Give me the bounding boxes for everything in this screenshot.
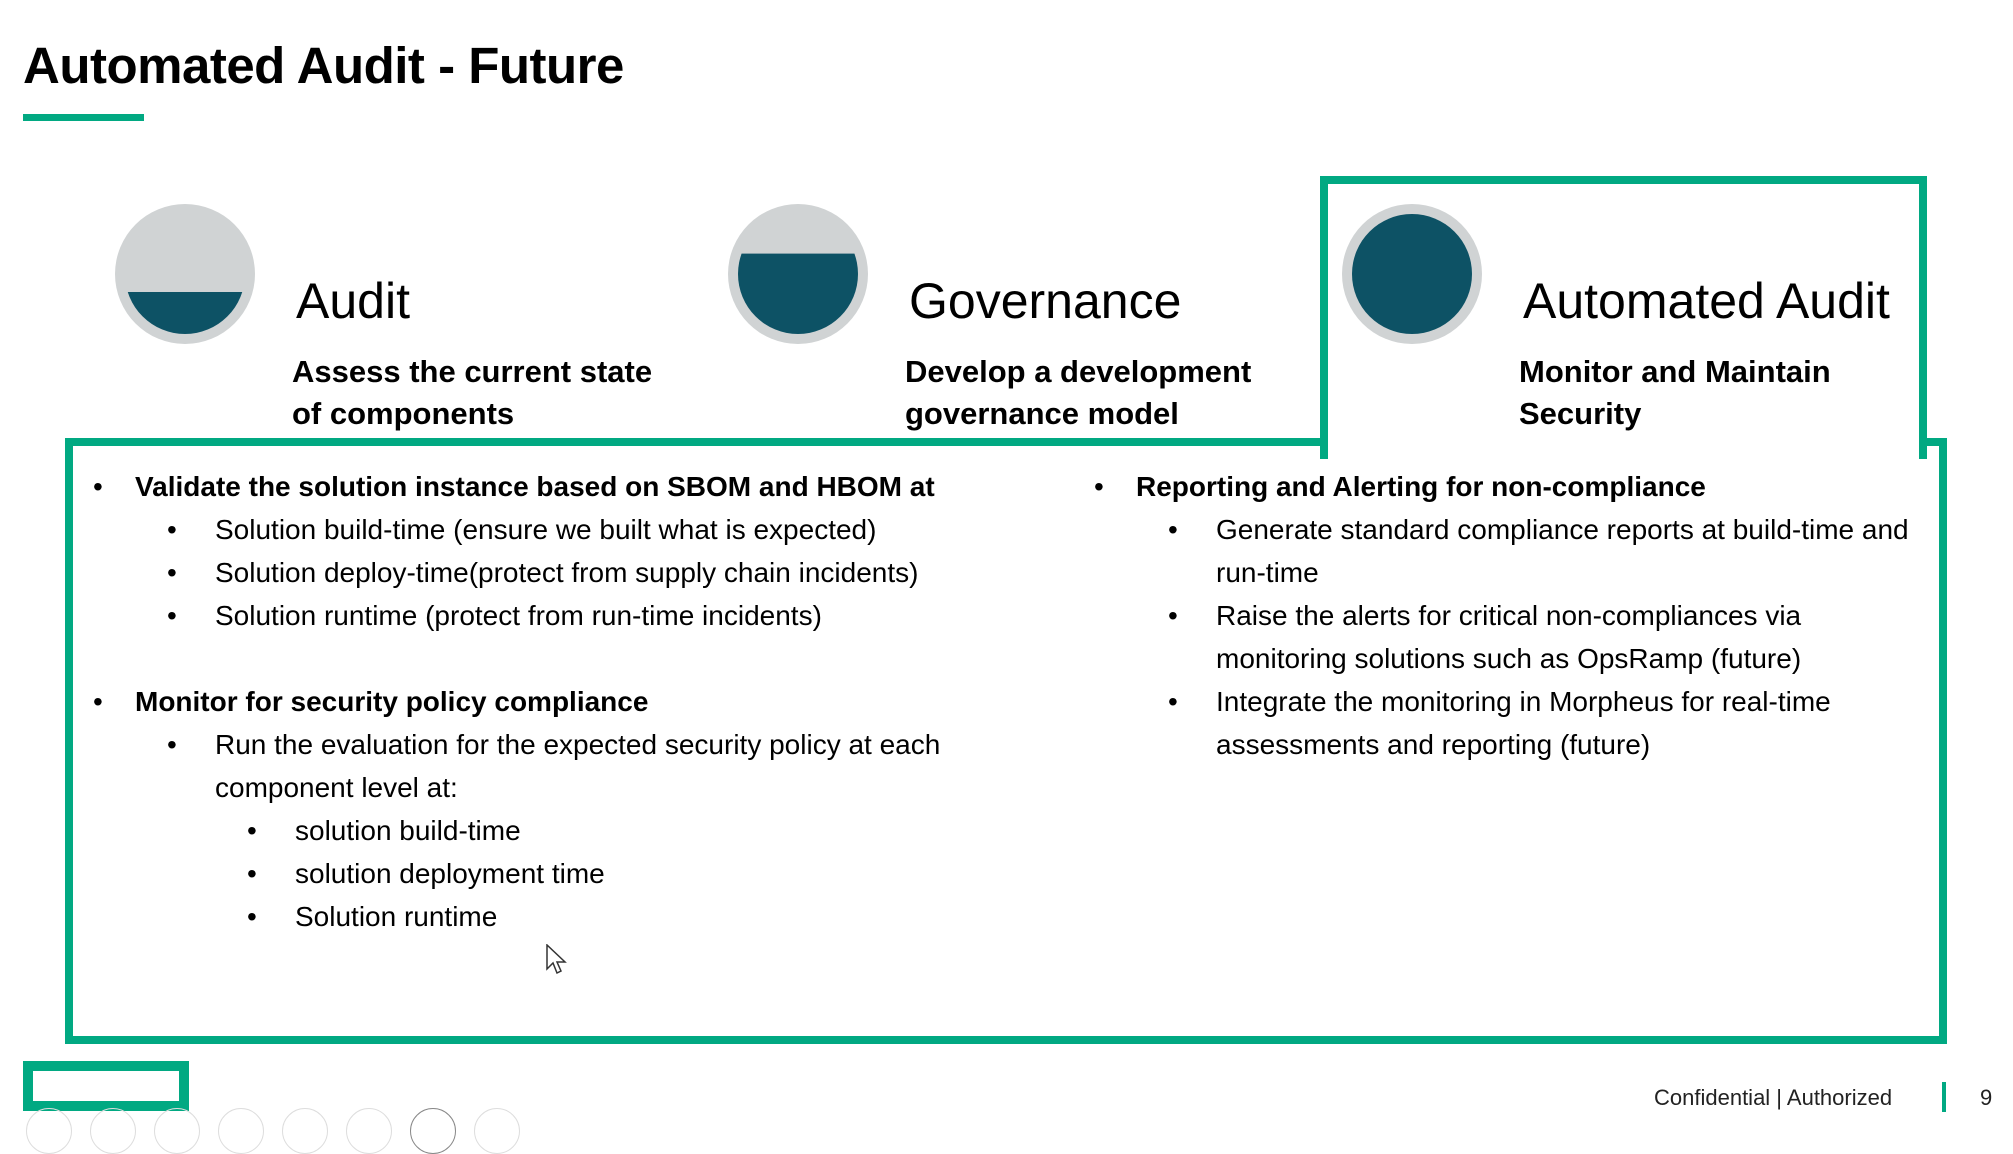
more-options-button[interactable] (410, 1108, 456, 1154)
pillar-subtitle-line: Develop a development (905, 354, 1252, 389)
list-item: solution build-time (247, 809, 1035, 852)
hpe-logo (23, 1061, 189, 1111)
bullet-heading: Reporting and Alerting for non-complianc… (1136, 471, 1706, 502)
list-item: Solution build-time (ensure we built wha… (167, 508, 1035, 551)
pillar-subtitle-line: Assess the current state (292, 354, 653, 389)
pillar-subtitle: Develop a development governance model (905, 351, 1251, 435)
list-item: Integrate the monitoring in Morpheus for… (1168, 680, 1936, 766)
footer-divider (1942, 1082, 1946, 1112)
slide-title: Automated Audit - Future (23, 37, 624, 94)
list-item: Reporting and Alerting for non-complianc… (1094, 465, 1936, 766)
circle-fill (1352, 214, 1472, 334)
mouse-cursor-icon (546, 944, 567, 975)
list-item: Monitor for security policy compliance R… (93, 680, 1035, 938)
pillar-title: Automated Audit (1523, 273, 1890, 329)
right-column: Reporting and Alerting for non-complianc… (1094, 465, 1936, 766)
subtitles-button[interactable] (346, 1108, 392, 1154)
list-item-text: Run the evaluation for the expected secu… (215, 729, 941, 803)
left-column: Validate the solution instance based on … (93, 465, 1035, 938)
circle-fill (738, 253, 858, 334)
pillar-subtitle-line: Monitor and Maintain (1519, 354, 1831, 389)
list-item: Solution runtime (247, 895, 1035, 938)
progress-circle-icon (728, 204, 868, 344)
bullet-heading: Monitor for security policy compliance (135, 686, 649, 717)
pillar-subtitle-line: Security (1519, 396, 1642, 431)
title-underline (23, 114, 144, 121)
pillar-subtitle-line: governance model (905, 396, 1179, 431)
next-slide-button[interactable] (90, 1108, 136, 1154)
pillar-title: Governance (909, 273, 1182, 329)
pillar-subtitle: Monitor and Maintain Security (1519, 351, 1831, 435)
bullet-heading: Validate the solution instance based on … (135, 471, 935, 502)
list-item: Raise the alerts for critical non-compli… (1168, 594, 1936, 680)
footer-classification: Confidential | Authorized (1654, 1085, 1893, 1110)
list-item: Run the evaluation for the expected secu… (167, 723, 1035, 938)
pen-tool-button[interactable] (154, 1108, 200, 1154)
list-item: Generate standard compliance reports at … (1168, 508, 1936, 594)
list-item: Validate the solution instance based on … (93, 465, 1035, 637)
options-button[interactable] (474, 1108, 520, 1154)
list-item: solution deployment time (247, 852, 1035, 895)
page-number: 9 (1980, 1085, 1993, 1110)
previous-slide-button[interactable] (26, 1108, 72, 1154)
content-box (65, 438, 1947, 1044)
zoom-button[interactable] (282, 1108, 328, 1154)
pillar-title: Audit (296, 273, 410, 329)
progress-circle-icon (115, 204, 255, 344)
list-item: Solution runtime (protect from run-time … (167, 594, 1035, 637)
see-all-slides-button[interactable] (218, 1108, 264, 1154)
pillar-subtitle-line: of components (292, 396, 515, 431)
tab-joint (1328, 430, 1919, 450)
progress-circle-icon (1342, 204, 1482, 344)
list-item: Solution deploy-time(protect from supply… (167, 551, 1035, 594)
pillar-subtitle: Assess the current state of components (292, 351, 652, 435)
